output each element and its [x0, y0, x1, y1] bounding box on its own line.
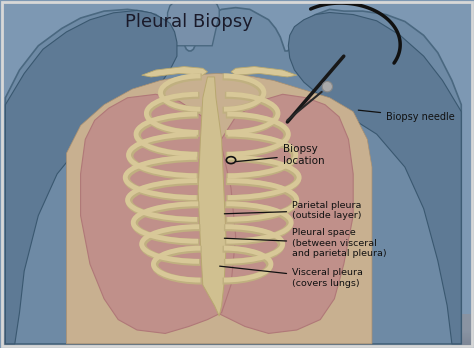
Bar: [0, 315, 471, 333]
Polygon shape: [203, 94, 353, 333]
Bar: [0, 316, 471, 333]
Text: Pleural Biopsy: Pleural Biopsy: [125, 13, 253, 31]
Bar: [0, 330, 471, 347]
Ellipse shape: [322, 81, 332, 92]
Bar: [0, 326, 471, 343]
Polygon shape: [231, 66, 297, 77]
Bar: [0, 326, 471, 344]
Text: Visceral pleura
(covers lungs): Visceral pleura (covers lungs): [219, 266, 363, 288]
Text: Pleural space
(between visceral
and parietal pleura): Pleural space (between visceral and pari…: [224, 228, 387, 258]
Bar: [0, 323, 471, 340]
Bar: [0, 322, 471, 340]
Text: Biopsy
location: Biopsy location: [236, 144, 324, 166]
Bar: [0, 317, 471, 334]
Bar: [0, 325, 471, 342]
Bar: [0, 324, 471, 341]
Polygon shape: [81, 94, 236, 333]
Bar: [0, 329, 471, 347]
Polygon shape: [198, 77, 226, 316]
Bar: [0, 314, 471, 331]
Polygon shape: [5, 10, 177, 344]
Polygon shape: [167, 0, 219, 46]
Bar: [0, 321, 471, 339]
Text: Biopsy needle: Biopsy needle: [358, 110, 455, 122]
Bar: [0, 314, 471, 332]
Text: Parietal pleura
(outside layer): Parietal pleura (outside layer): [224, 201, 362, 220]
Polygon shape: [142, 66, 208, 77]
Bar: [0, 319, 471, 336]
Polygon shape: [5, 8, 461, 344]
Bar: [0, 321, 471, 338]
Polygon shape: [66, 73, 372, 344]
Bar: [0, 328, 471, 346]
Bar: [0, 327, 471, 345]
Polygon shape: [288, 13, 461, 344]
Bar: [0, 319, 471, 337]
Bar: [0, 318, 471, 335]
